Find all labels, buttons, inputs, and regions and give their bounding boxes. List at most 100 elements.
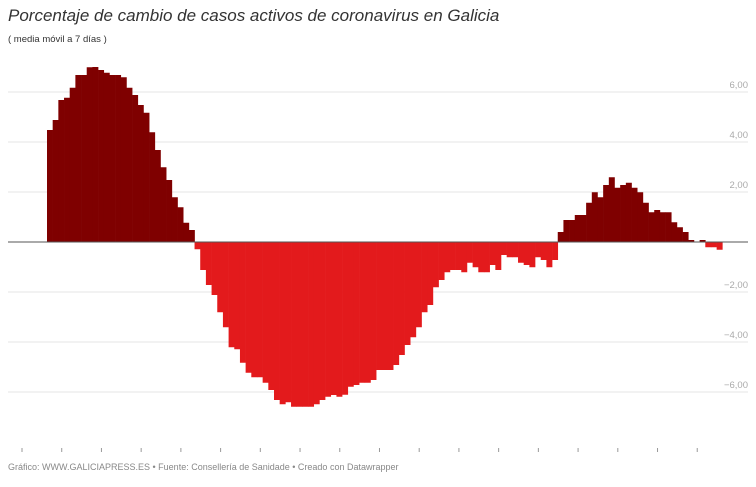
bar xyxy=(177,207,184,242)
bar xyxy=(438,242,445,280)
bar xyxy=(228,242,235,348)
bar xyxy=(444,242,451,273)
bar xyxy=(330,242,337,395)
bar xyxy=(359,242,366,383)
bar xyxy=(285,242,292,403)
bar xyxy=(183,222,190,242)
bar xyxy=(540,242,547,260)
bar xyxy=(557,232,564,242)
bar xyxy=(319,242,326,400)
bar xyxy=(194,242,201,250)
bar xyxy=(489,242,496,265)
bar xyxy=(132,95,139,242)
bar xyxy=(535,242,542,258)
bar xyxy=(268,242,275,390)
bar xyxy=(398,242,405,355)
bar xyxy=(506,242,513,258)
bar xyxy=(665,212,672,242)
bar xyxy=(688,240,695,242)
bar xyxy=(569,220,576,242)
bar xyxy=(308,242,315,407)
bar xyxy=(296,242,303,407)
bar xyxy=(716,242,723,250)
bar xyxy=(705,242,712,248)
bar xyxy=(211,242,218,295)
bar xyxy=(291,242,297,407)
bar xyxy=(239,242,246,363)
bar xyxy=(586,202,593,242)
bar xyxy=(654,210,661,242)
bar xyxy=(625,182,632,242)
bar xyxy=(603,185,610,242)
bar xyxy=(75,75,82,242)
bar xyxy=(109,75,116,242)
bar xyxy=(574,215,581,242)
y-tick-label: −6,00 xyxy=(724,380,748,391)
bar xyxy=(347,242,354,387)
bar xyxy=(115,75,122,242)
bar xyxy=(404,242,411,345)
bar xyxy=(614,187,621,242)
chart-title: Porcentaje de cambio de casos activos de… xyxy=(8,6,500,25)
bar xyxy=(483,242,490,273)
bar xyxy=(501,242,507,255)
bar xyxy=(160,167,167,242)
bar xyxy=(620,185,627,242)
bar xyxy=(353,242,360,385)
bar xyxy=(421,242,428,313)
bar xyxy=(256,242,263,378)
bar xyxy=(478,242,485,273)
bar xyxy=(642,202,649,242)
bar xyxy=(137,105,144,242)
bar xyxy=(393,242,400,365)
bar xyxy=(188,230,195,242)
bar xyxy=(171,197,178,242)
bar xyxy=(376,242,383,370)
bar xyxy=(546,242,553,268)
bar xyxy=(81,75,88,242)
bar xyxy=(671,222,678,242)
bar xyxy=(205,242,212,285)
bar xyxy=(637,192,644,242)
bar xyxy=(552,242,559,260)
bar xyxy=(342,242,349,395)
bar xyxy=(154,150,161,242)
bar xyxy=(597,197,604,242)
bar xyxy=(472,242,479,268)
bar xyxy=(336,242,343,397)
bar xyxy=(245,242,252,373)
bar xyxy=(279,242,286,405)
bar xyxy=(274,242,280,400)
bar xyxy=(699,240,706,242)
bar xyxy=(58,100,65,242)
bar xyxy=(325,242,332,397)
bar xyxy=(591,192,598,242)
bar xyxy=(98,70,105,242)
bar xyxy=(432,242,439,288)
bar xyxy=(676,227,683,242)
bar xyxy=(120,77,127,242)
chart-footer: Gráfico: WWW.GALICIAPRESS.ES • Fuente: C… xyxy=(8,462,399,472)
bar xyxy=(69,87,76,242)
bar xyxy=(529,242,536,268)
bar xyxy=(461,242,468,273)
bar xyxy=(302,242,309,407)
bar xyxy=(52,120,59,242)
y-tick-label: −4,00 xyxy=(724,330,748,341)
bar xyxy=(313,242,320,405)
bar xyxy=(410,242,417,338)
bar xyxy=(518,242,524,263)
bar xyxy=(449,242,456,270)
y-tick-label: 4,00 xyxy=(730,130,749,141)
bar xyxy=(710,242,717,248)
bar xyxy=(427,242,434,305)
bar xyxy=(631,187,638,242)
bar xyxy=(92,67,99,242)
bar xyxy=(523,242,530,265)
bar xyxy=(143,112,150,242)
bar xyxy=(149,132,156,242)
bar xyxy=(364,242,371,383)
bar xyxy=(381,242,388,370)
bar xyxy=(387,242,394,370)
